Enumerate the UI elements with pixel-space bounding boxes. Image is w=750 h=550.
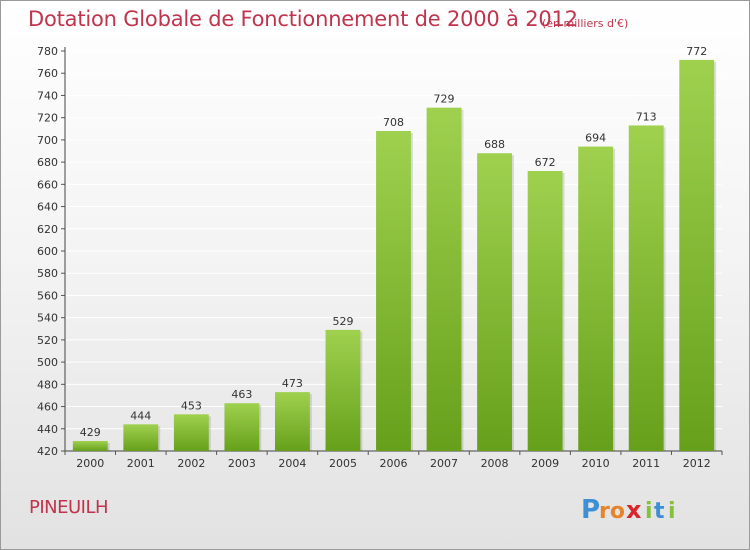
y-tick-label: 760: [37, 67, 58, 80]
y-tick-label: 460: [37, 401, 58, 414]
data-label: 453: [181, 399, 202, 412]
data-label: 688: [484, 138, 505, 151]
y-tick-label: 420: [37, 445, 58, 458]
bar-2006: [376, 131, 411, 451]
labels: 420 440 460 480 500 520 540 560 580 600 620 640 660 6…: [37, 45, 711, 470]
x-tick-label: 2009: [531, 457, 559, 470]
y-tick-label: 540: [37, 312, 58, 325]
y-tick-label: 660: [37, 178, 58, 191]
chart-unit-note: (en milliers d'€): [542, 17, 629, 30]
y-tick-label: 740: [37, 89, 58, 102]
x-tick-label: 2000: [76, 457, 104, 470]
x-tick-label: 2004: [278, 457, 306, 470]
x-tick-label: 2008: [481, 457, 509, 470]
y-tick-label: 600: [37, 245, 58, 258]
y-tick-label: 520: [37, 334, 58, 347]
bars: [72, 59, 717, 452]
x-tick-label: 2003: [228, 457, 256, 470]
y-tick-label: 620: [37, 223, 58, 236]
x-tick-label: 2012: [683, 457, 711, 470]
logo-letters-ro: ro: [599, 499, 625, 524]
bar-2008: [477, 153, 513, 451]
x-tick-label: 2007: [430, 457, 458, 470]
y-tick-label: 580: [37, 267, 58, 280]
y-tick-label: 700: [37, 134, 58, 147]
bar-2011: [628, 125, 664, 451]
data-label: 529: [332, 315, 353, 328]
data-label: 463: [231, 388, 252, 401]
x-tick-label: 2005: [329, 457, 357, 470]
data-label: 473: [282, 377, 303, 390]
y-tick-label: 440: [37, 423, 58, 436]
data-label: 729: [434, 93, 455, 106]
data-label: 713: [636, 110, 657, 123]
logo-letter-p: P: [581, 495, 600, 525]
x-tick-label: 2002: [177, 457, 205, 470]
bar-2009: [527, 171, 563, 451]
x-tick-label: 2011: [632, 457, 660, 470]
bar-2010: [578, 146, 614, 452]
data-label: 694: [585, 132, 606, 145]
bar-2004: [274, 392, 310, 451]
x-tick-label: 2006: [380, 457, 408, 470]
bar-2007: [426, 107, 462, 452]
chart-title: Dotation Globale de Fonctionnement de 20…: [28, 7, 578, 31]
logo-letter-t: t: [654, 499, 665, 524]
y-tick-label: 480: [37, 378, 58, 391]
y-tick-label: 720: [37, 112, 58, 125]
logo-letter-i: i: [645, 499, 653, 524]
data-label: 708: [383, 116, 404, 129]
bar-2002: [173, 414, 209, 451]
y-tick-label: 500: [37, 356, 58, 369]
data-label: 429: [80, 426, 101, 439]
y-tick-label: 680: [37, 156, 58, 169]
x-tick-label: 2001: [127, 457, 155, 470]
x-tick-label: 2010: [582, 457, 610, 470]
bar-2003: [224, 403, 260, 451]
commune-name: PINEUILH: [29, 497, 109, 518]
data-label: 772: [686, 45, 707, 58]
proxiti-logo[interactable]: P ro x i t i: [579, 489, 699, 529]
y-tick-label: 560: [37, 289, 58, 302]
bar-2012: [679, 59, 715, 452]
y-tick-label: 780: [37, 45, 58, 58]
logo-letter-x: x: [626, 496, 642, 524]
bar-2000: [72, 441, 108, 451]
bar-2005: [325, 329, 361, 451]
y-tick-label: 640: [37, 201, 58, 214]
bar-2001: [123, 424, 159, 451]
logo-letter-i2: i: [668, 499, 676, 524]
data-label: 672: [535, 156, 556, 169]
data-label: 444: [130, 409, 151, 422]
